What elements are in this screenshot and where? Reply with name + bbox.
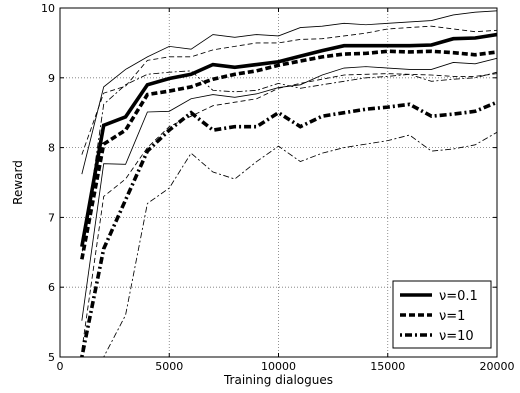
series-layer: [80, 32, 497, 357]
series-2-band-upper-line: [81, 70, 497, 256]
band-layer: [81, 10, 497, 357]
series-2-mean-line: [80, 100, 497, 357]
series-1-band-upper-line: [81, 25, 497, 155]
y-tick-label-4: 9: [48, 72, 55, 85]
legend-label-1: ν=1: [439, 309, 465, 324]
series-2-band-lower-line: [81, 131, 497, 357]
x-tick-label-2: 10000: [261, 360, 296, 373]
y-tick-label-5: 10: [41, 2, 55, 15]
y-tick-label-0: 5: [48, 351, 55, 364]
y-tick-label-1: 6: [48, 281, 55, 294]
x-tick-label-4: 20000: [480, 360, 515, 373]
legend-label-0: ν=0.1: [439, 289, 478, 304]
x-tick-label-3: 15000: [370, 360, 405, 373]
tick-layer: 0 5000 10000 15000 20000 5 6 7 8 9 10: [41, 2, 515, 373]
x-axis-label: Training dialogues: [223, 373, 333, 387]
y-tick-label-3: 8: [48, 142, 55, 155]
y-tick-label-2: 7: [48, 211, 55, 224]
legend-label-2: ν=10: [439, 329, 474, 344]
legend: ν=0.1 ν=1 ν=10: [392, 280, 492, 349]
y-axis-label: Reward: [11, 160, 25, 205]
x-tick-label-0: 0: [57, 360, 64, 373]
series-1-mean-line: [80, 49, 497, 260]
legend-items: ν=0.1 ν=1 ν=10: [400, 289, 478, 344]
series-0-mean-line: [80, 32, 497, 248]
x-tick-label-1: 5000: [155, 360, 183, 373]
series-0-band-upper-line: [81, 10, 497, 175]
